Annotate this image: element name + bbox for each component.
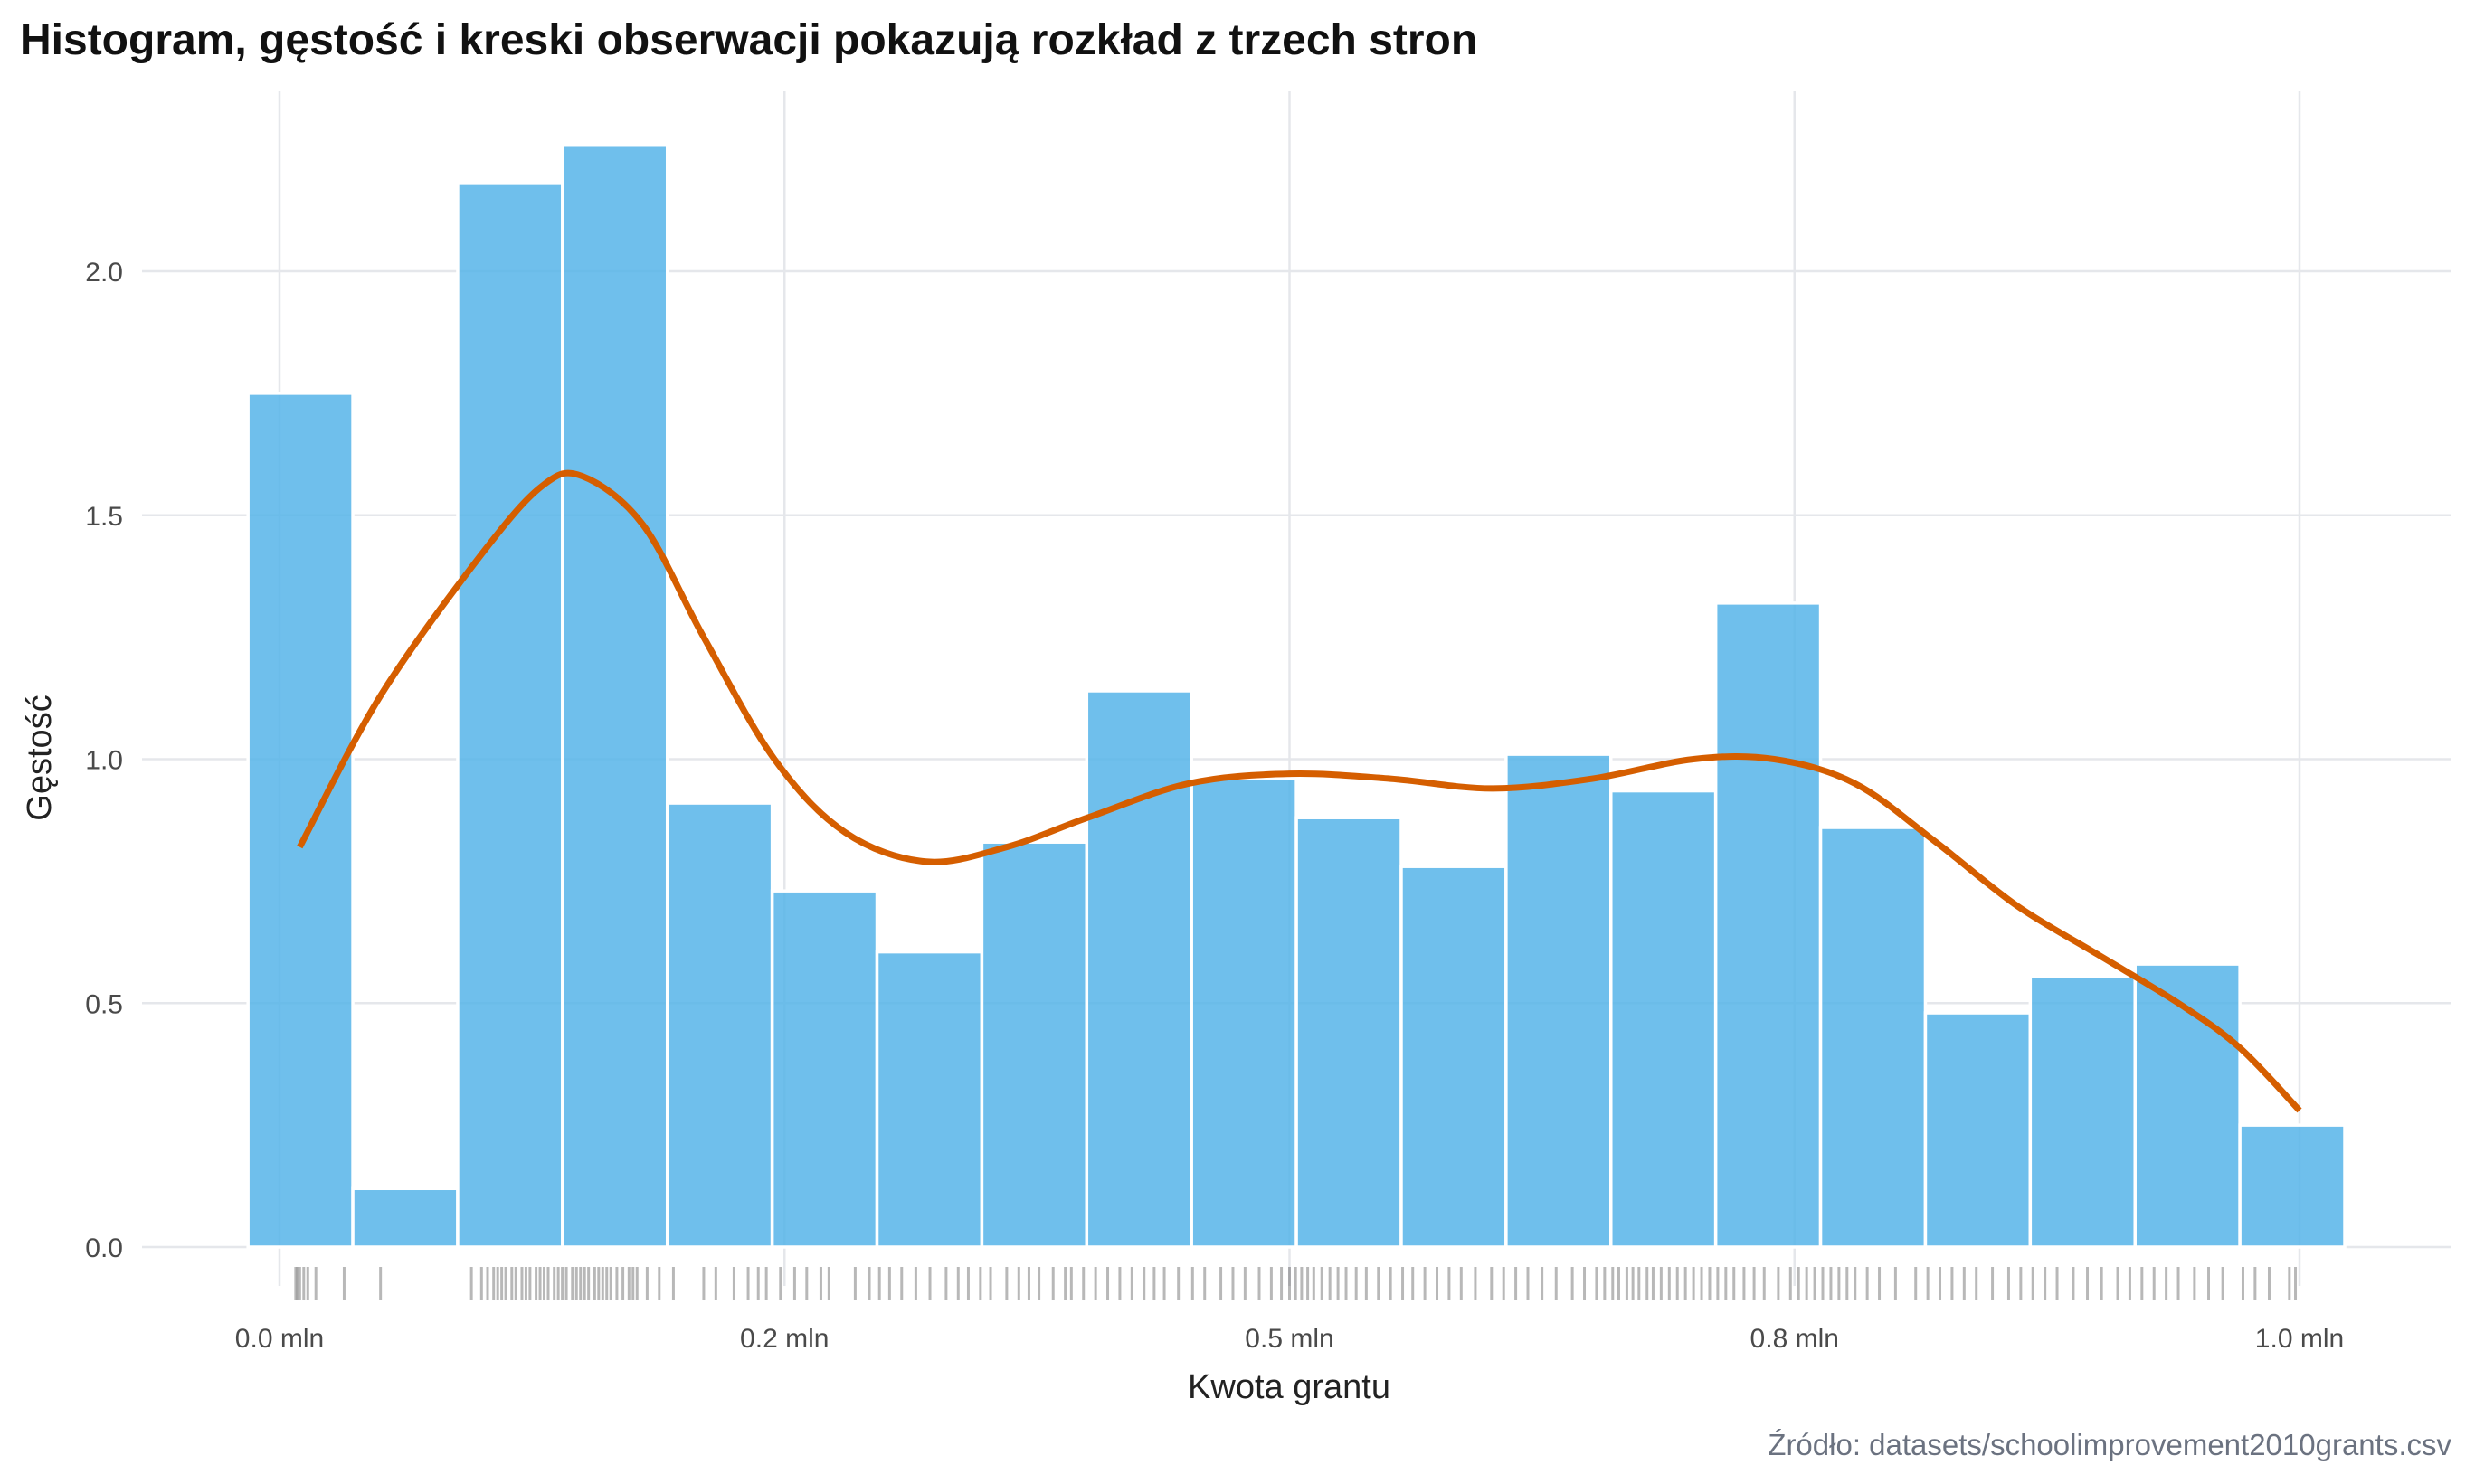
histogram-bar — [1085, 689, 1193, 1249]
histogram-bar — [1609, 789, 1718, 1249]
histogram-bar — [351, 1186, 460, 1249]
x-tick-label: 0.5 mln — [1245, 1324, 1333, 1354]
histogram-bar — [665, 801, 774, 1249]
histogram-bar — [980, 840, 1089, 1249]
histogram-bar — [1399, 865, 1508, 1249]
histogram-bar — [1190, 777, 1298, 1249]
histogram-bar — [246, 392, 355, 1249]
histogram-bar — [561, 142, 669, 1249]
x-axis-title: Kwota grantu — [1188, 1368, 1390, 1406]
histogram-bar — [1294, 816, 1403, 1249]
histogram-bar — [1923, 1011, 2033, 1249]
histogram-bar — [875, 950, 984, 1249]
histogram-bar — [2238, 1123, 2347, 1249]
x-tick-label: 0.8 mln — [1750, 1324, 1839, 1354]
histogram-bar — [770, 889, 879, 1249]
density-curve-group — [297, 469, 2302, 1113]
caption: Źródło: datasets/schoolimprovement2010gr… — [1768, 1428, 2451, 1461]
histogram-bar — [1713, 601, 1823, 1249]
tick-labels: 0.0 mln 0.2 mln 0.5 mln 0.8 mln 1.0 mln 0.0 0.… — [85, 258, 2344, 1354]
histogram-bar — [1818, 826, 1928, 1249]
histogram-bars — [246, 142, 2347, 1249]
y-tick-label: 0.5 — [85, 989, 123, 1019]
y-tick-label: 0.0 — [85, 1234, 123, 1263]
y-tick-label: 2.0 — [85, 258, 123, 288]
density-curve — [297, 469, 2302, 1113]
y-tick-label: 1.5 — [85, 502, 123, 532]
x-tick-label: 0.2 mln — [740, 1324, 829, 1354]
rug-marks — [294, 1267, 2298, 1300]
histogram-bar — [2028, 974, 2137, 1249]
y-tick-label: 1.0 — [85, 746, 123, 776]
y-axis-title: Gęstość — [21, 695, 59, 820]
x-tick-label: 1.0 mln — [2255, 1324, 2344, 1354]
chart-title: Histogram, gęstość i kreski obserwacji p… — [20, 16, 1477, 64]
histogram-bar — [456, 182, 564, 1249]
x-tick-label: 0.0 mln — [235, 1324, 324, 1354]
histogram-bar — [1504, 752, 1613, 1249]
